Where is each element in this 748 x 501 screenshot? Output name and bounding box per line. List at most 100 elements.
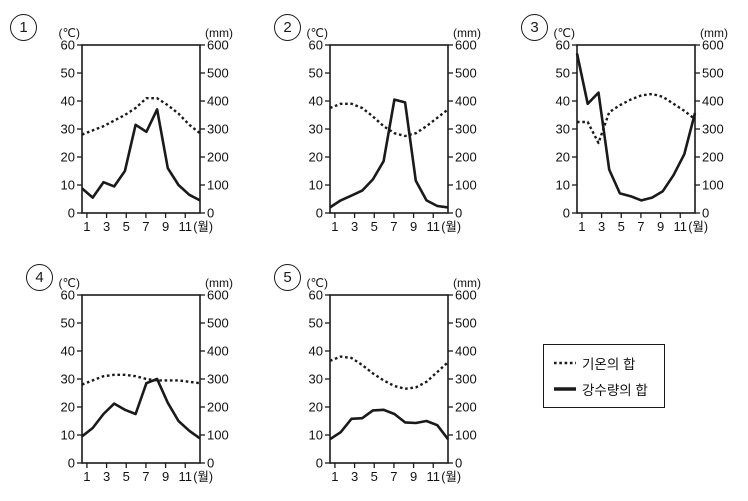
right-axis-unit: (mm) [205,26,233,40]
precipitation-line [329,408,450,441]
left-axis-tick-label: 30 [61,122,75,137]
x-axis-tick-label: 9 [410,219,417,234]
chart-number: 4 [35,269,44,286]
x-axis-tick-label: 9 [162,469,169,484]
chart-number: 3 [530,19,539,36]
precipitation-line [81,377,201,440]
left-axis-tick-label: 50 [556,66,570,81]
left-axis-tick-label: 10 [61,178,75,193]
chart-number: 1 [19,19,28,36]
left-axis-tick-label: 40 [309,94,323,109]
legend-item-temperature: 기온의 합 [553,353,655,373]
climate-chart-1: 1 0 10 20 30 40 50 60 0 100 200 300 400 500 600 1 3 5 7 9 1… [0,0,250,250]
right-axis-tick-label: 300 [207,372,229,387]
right-axis-tick-label: 100 [207,428,229,443]
left-axis-tick-label: 20 [556,150,570,165]
x-axis-tick-label: 7 [390,219,397,234]
left-axis-tick-label: 0 [316,206,323,221]
left-axis-tick-label: 60 [61,288,75,303]
x-axis-tick-label: 3 [598,219,605,234]
right-axis-tick-label: 300 [702,122,724,137]
left-axis-tick-label: 30 [309,122,323,137]
x-axis-tick-label: 11 [179,219,193,234]
left-axis-tick-label: 50 [309,316,323,331]
right-axis-tick-label: 500 [455,316,477,331]
right-axis-unit: (mm) [205,276,233,290]
legend-label-temperature: 기온의 합 [582,357,636,372]
right-axis-tick-label: 400 [455,94,477,109]
left-axis-unit: (℃) [59,276,80,290]
left-axis-tick-label: 30 [61,372,75,387]
x-axis-tick-label: 3 [103,219,110,234]
climate-chart-5: 5 0 10 20 30 40 50 60 0 100 200 300 400 500 600 1 3 5 7 9 1… [248,250,498,500]
plot-frame [81,294,201,464]
x-axis-tick-label: 11 [674,219,688,234]
right-axis-tick-label: 200 [455,150,477,165]
left-axis-tick-label: 30 [309,372,323,387]
left-axis-tick-label: 40 [61,94,75,109]
right-axis-tick-label: 200 [207,150,229,165]
left-axis-tick-label: 50 [61,316,75,331]
right-axis-tick-label: 600 [207,288,229,303]
x-axis-tick-label: 11 [179,469,193,484]
right-axis-tick-label: 200 [455,400,477,415]
x-axis-tick-label: 7 [637,219,644,234]
left-axis-tick-label: 50 [61,66,75,81]
x-axis-tick-label: 11 [427,219,441,234]
left-axis-tick-label: 60 [61,38,75,53]
left-axis-tick-label: 40 [309,344,323,359]
chart-number-badge-3: 3 [521,14,548,41]
left-axis-tick-label: 0 [563,206,570,221]
temperature-line [329,102,449,138]
x-axis-tick-label: 7 [142,219,149,234]
x-axis-tick-label: 5 [123,219,130,234]
left-axis-tick-label: 40 [61,344,75,359]
right-axis-tick-label: 600 [455,38,477,53]
right-axis-tick-label: 0 [702,206,709,221]
left-axis-unit: (℃) [59,26,80,40]
climate-chart-4: 4 0 10 20 30 40 50 60 0 100 200 300 400 500 600 1 3 5 7 9 1… [0,250,250,500]
right-axis-tick-label: 300 [207,122,229,137]
right-axis-tick-label: 600 [207,38,229,53]
precipitation-line [575,53,697,202]
right-axis-unit: (mm) [700,26,728,40]
left-axis-tick-label: 30 [556,122,570,137]
right-axis-tick-label: 100 [702,178,724,193]
x-axis-tick-label: 1 [331,469,338,484]
x-axis-unit: (월) [441,470,461,484]
x-axis-tick-label: 9 [162,219,169,234]
x-axis-unit: (월) [193,470,213,484]
left-axis-tick-label: 60 [309,288,323,303]
right-axis-unit: (mm) [453,276,481,290]
right-axis-tick-label: 0 [207,206,214,221]
right-axis-tick-label: 500 [455,66,477,81]
x-axis-tick-label: 1 [578,219,585,234]
temperature-line [577,92,696,145]
x-axis-tick-label: 3 [351,219,358,234]
right-axis-tick-label: 100 [207,178,229,193]
left-axis-tick-label: 50 [309,66,323,81]
right-axis-tick-label: 500 [702,66,724,81]
x-axis-tick-label: 11 [427,469,441,484]
left-axis-tick-label: 60 [556,38,570,53]
x-axis-tick-label: 7 [142,469,149,484]
chart-number-badge-2: 2 [274,14,301,41]
left-axis-tick-label: 20 [309,150,323,165]
left-axis-tick-label: 0 [68,456,75,471]
right-axis-tick-label: 500 [207,316,229,331]
dotted-line-sample [554,361,576,365]
right-axis-tick-label: 300 [455,372,477,387]
left-axis-unit: (℃) [307,26,328,40]
left-axis-unit: (℃) [554,26,575,40]
legend-item-precipitation: 강수량의 합 [553,379,655,399]
x-axis-unit: (월) [193,220,213,234]
right-axis-tick-label: 400 [207,94,229,109]
x-axis-tick-label: 9 [410,469,417,484]
left-axis-tick-label: 40 [556,94,570,109]
left-axis-tick-label: 20 [61,150,75,165]
x-axis-tick-label: 1 [83,219,90,234]
